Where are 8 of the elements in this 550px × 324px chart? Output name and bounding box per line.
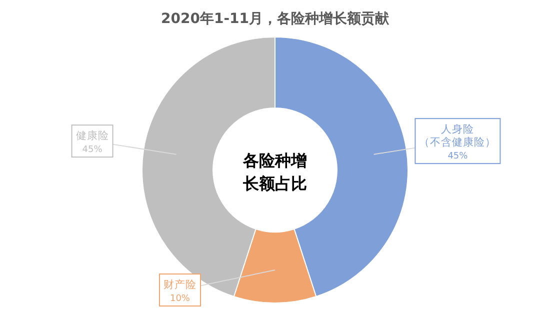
data-label: 45%	[448, 152, 468, 162]
slice-label: 人身险（不含健康险）	[419, 124, 496, 149]
annotation: 各险种增长额占比	[243, 151, 307, 193]
slice-label: 财产险	[164, 278, 196, 291]
data-label: 10%	[170, 294, 190, 304]
slice-label: 健康险	[76, 129, 109, 142]
data-label: 45%	[82, 145, 103, 156]
title: 2020年1-11月，各险种增长额贡献	[161, 11, 389, 27]
